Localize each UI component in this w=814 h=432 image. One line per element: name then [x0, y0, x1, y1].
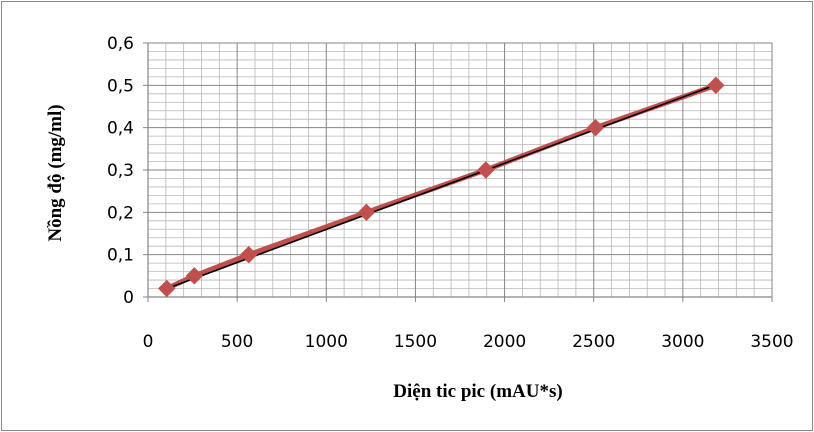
x-tick-label: 0: [143, 332, 154, 352]
x-tick-labels: 0 500 1000 1500 2000 2500 3000 3500: [143, 332, 794, 352]
data-markers: [158, 76, 725, 298]
data-point-marker: [185, 267, 204, 285]
data-point-marker: [477, 161, 495, 179]
x-tick-label: 3000: [661, 332, 704, 352]
x-tick-label: 2000: [483, 332, 526, 352]
y-tick-label: 0,4: [107, 119, 134, 139]
y-axis-title: Nồng độ (mg/ml): [45, 104, 66, 241]
y-tick-label: 0,5: [107, 76, 134, 96]
x-tick-label: 500: [221, 332, 253, 352]
y-tick-label: 0,2: [107, 203, 134, 223]
x-axis-title: Diện tic pic (mAU*s): [393, 381, 562, 402]
data-point-marker: [158, 279, 176, 298]
y-tick-label: 0,3: [107, 161, 134, 181]
data-point-marker: [707, 76, 725, 95]
y-tick-label: 0,1: [107, 246, 134, 266]
trendline-group: [165, 83, 718, 290]
data-point-marker: [357, 203, 376, 222]
x-tick-label: 1000: [305, 332, 348, 352]
y-tick-labels: 0 0,1 0,2 0,3 0,4 0,5 0,6: [107, 34, 134, 308]
x-tick-label: 1500: [394, 332, 437, 352]
y-tick-label: 0: [123, 288, 134, 308]
data-point-marker: [586, 118, 605, 137]
trendline: [165, 83, 718, 290]
x-tick-label: 3500: [750, 332, 793, 352]
data-point-marker: [240, 245, 258, 264]
axes: [143, 42, 773, 302]
y-tick-label: 0,6: [107, 34, 134, 54]
x-tick-label: 2500: [572, 332, 615, 352]
